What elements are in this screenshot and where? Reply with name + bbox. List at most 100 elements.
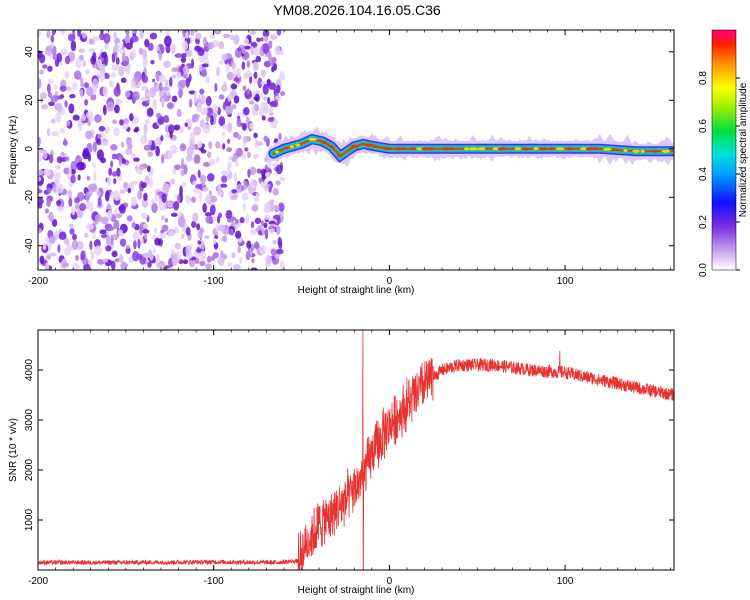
noise-speckle	[251, 102, 255, 113]
noise-speckle	[110, 160, 114, 168]
noise-speckle	[246, 60, 251, 68]
noise-speckle	[172, 168, 177, 175]
noise-speckle	[47, 187, 52, 194]
noise-speckle	[85, 200, 91, 211]
noise-speckle	[110, 191, 116, 199]
noise-speckle	[260, 69, 267, 77]
noise-speckle	[45, 51, 53, 56]
noise-speckle	[137, 238, 141, 249]
noise-speckle	[237, 69, 241, 79]
noise-speckle	[77, 30, 82, 37]
noise-speckle	[199, 88, 205, 95]
noise-speckle	[208, 141, 213, 150]
noise-speckle	[132, 250, 140, 262]
ridge-peak	[602, 147, 612, 151]
noise-speckle	[249, 228, 257, 236]
noise-speckle	[275, 225, 281, 235]
noise-speckle	[241, 61, 246, 70]
ridge-peak	[329, 145, 335, 149]
noise-speckle	[124, 35, 132, 44]
noise-speckle	[264, 228, 269, 240]
ridge-peak	[321, 140, 327, 144]
noise-speckle	[50, 34, 55, 43]
noise-speckle	[60, 151, 65, 157]
noise-speckle	[152, 78, 156, 83]
noise-speckle	[188, 90, 197, 95]
noise-speckle	[103, 33, 111, 44]
noise-speckle	[253, 132, 258, 139]
ridge-peak	[421, 147, 431, 151]
noise-speckle	[190, 132, 196, 142]
noise-speckle	[254, 103, 259, 112]
noise-speckle	[113, 219, 120, 230]
noise-speckle	[115, 191, 121, 201]
noise-speckle	[221, 53, 228, 61]
noise-speckle	[263, 202, 271, 214]
noise-speckle	[70, 174, 76, 184]
spectrogram-xtick-label: -100	[204, 276, 224, 287]
snr-panel: -200 -100 0 100 1000 2000 3000 4000 Height of s…	[8, 329, 675, 596]
noise-speckle	[131, 49, 137, 58]
noise-speckle	[246, 151, 252, 159]
noise-speckle	[279, 70, 285, 79]
noise-speckle	[54, 178, 61, 185]
noise-speckle	[272, 214, 281, 220]
noise-speckle	[207, 151, 212, 159]
noise-speckle	[215, 156, 220, 163]
noise-speckle	[39, 255, 45, 264]
noise-speckle	[212, 251, 219, 259]
noise-speckle	[188, 73, 192, 83]
ridge-peak	[514, 147, 522, 151]
noise-speckle	[272, 187, 279, 196]
noise-speckle	[235, 159, 239, 167]
snr-xtick-label: 100	[557, 576, 574, 587]
noise-speckle	[93, 238, 101, 248]
noise-speckle	[174, 53, 183, 58]
noise-speckle	[85, 191, 90, 203]
noise-speckle	[228, 171, 233, 180]
noise-speckle	[85, 130, 93, 140]
noise-speckle	[216, 66, 220, 77]
noise-speckle	[38, 169, 44, 176]
noise-speckle	[47, 78, 54, 84]
noise-speckle	[222, 235, 228, 243]
noise-speckle	[40, 104, 48, 110]
noise-speckle	[199, 119, 205, 128]
noise-speckle	[235, 112, 242, 119]
noise-speckle	[127, 143, 133, 150]
noise-speckle	[252, 45, 261, 56]
snr-ytick-label: 2000	[24, 458, 35, 481]
noise-speckle	[57, 205, 64, 212]
noise-speckle	[178, 88, 184, 99]
noise-speckle	[265, 254, 273, 265]
noise-speckle	[94, 114, 102, 123]
noise-speckle	[161, 154, 165, 164]
noise-speckle	[207, 42, 215, 50]
noise-speckle	[147, 261, 152, 268]
noise-speckle	[275, 180, 281, 186]
noise-speckle	[226, 147, 233, 153]
noise-speckle	[219, 60, 224, 65]
noise-speckle	[169, 131, 173, 139]
noise-speckle	[202, 123, 211, 134]
noise-speckle	[69, 228, 75, 235]
noise-speckle	[254, 241, 260, 250]
noise-speckle	[250, 267, 258, 270]
noise-speckle	[269, 199, 275, 205]
noise-speckle	[134, 126, 140, 132]
noise-speckle	[171, 66, 179, 73]
noise-speckle	[215, 30, 220, 34]
noise-speckle	[205, 215, 212, 224]
noise-speckle	[49, 235, 56, 245]
noise-speckle	[50, 118, 56, 124]
noise-speckle	[139, 224, 143, 236]
noise-speckle	[98, 125, 106, 132]
noise-speckle	[220, 250, 224, 258]
noise-speckle	[78, 122, 82, 131]
noise-speckle	[63, 247, 72, 256]
noise-speckle	[275, 95, 282, 101]
noise-speckle	[218, 116, 226, 127]
spectrogram-signal-ridge	[266, 126, 674, 168]
noise-speckle	[208, 190, 212, 196]
noise-speckle	[276, 30, 282, 36]
